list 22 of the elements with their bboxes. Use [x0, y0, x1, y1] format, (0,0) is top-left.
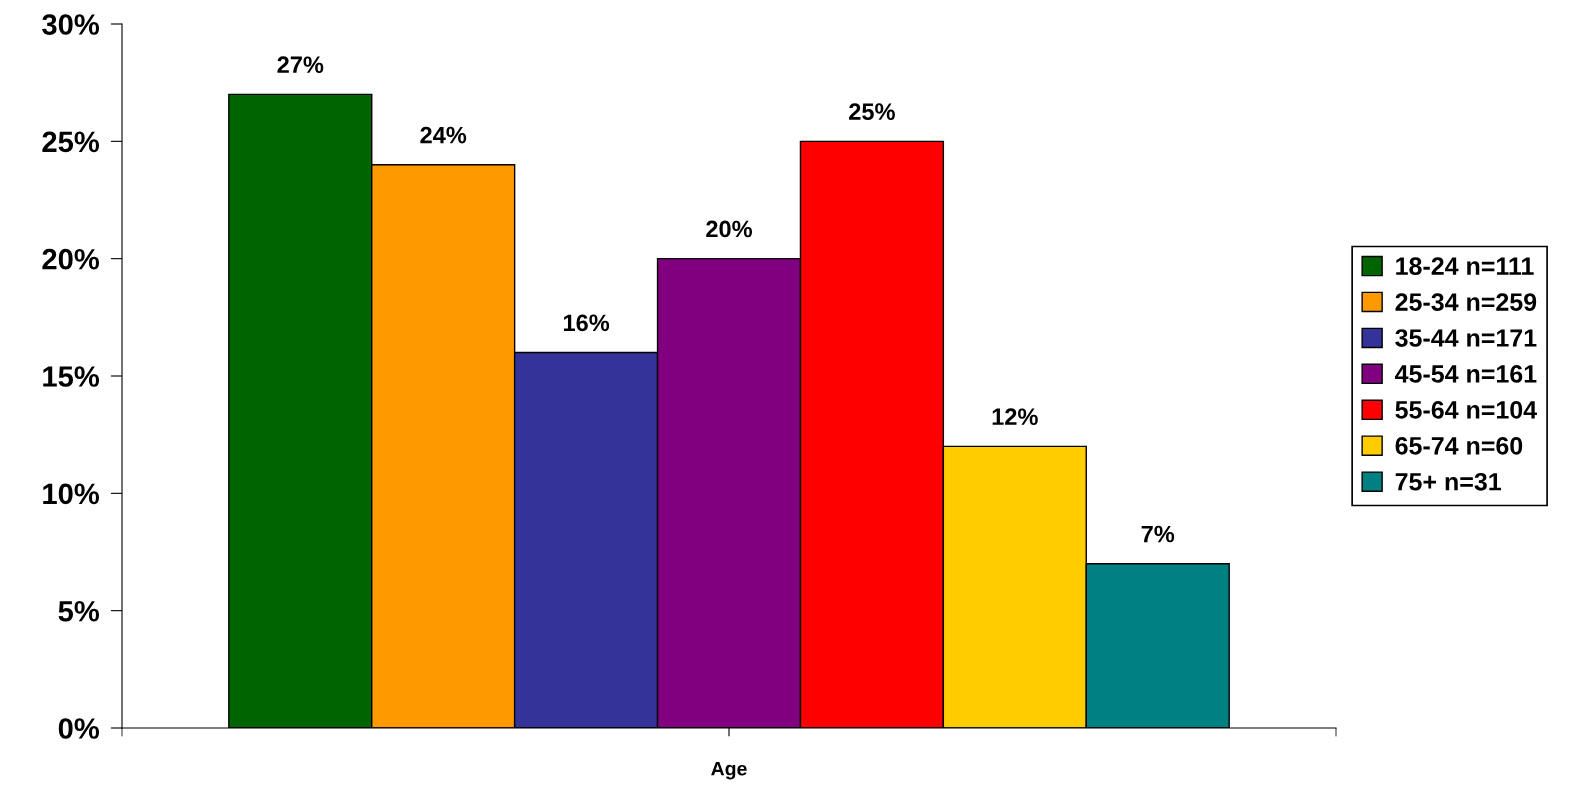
- y-tick-label: 30%: [42, 14, 100, 35]
- legend-label: 18-24 n=111: [1396, 257, 1534, 275]
- data-label: 27%: [277, 56, 324, 74]
- y-tick-label: 20%: [42, 248, 100, 270]
- y-tick-label: 10%: [43, 483, 100, 505]
- legend-label: 25-34 n=259: [1395, 293, 1537, 311]
- y-tick-label: 0%: [58, 718, 100, 739]
- legend-label: 45-54 n=161: [1395, 365, 1537, 383]
- data-label: 16%: [563, 314, 610, 332]
- data-label: 7%: [1141, 525, 1175, 543]
- y-tick-label: 15%: [43, 366, 100, 387]
- data-label: 20%: [706, 220, 753, 238]
- data-label: 25%: [849, 103, 895, 120]
- legend-label: 55-64 n=104: [1395, 401, 1537, 419]
- data-label: 24%: [420, 126, 467, 144]
- y-tick-label: 25%: [42, 131, 100, 153]
- legend-label: 35-44 n=171: [1395, 329, 1537, 347]
- y-tick-label: 5%: [58, 600, 100, 622]
- legend-label: 75+ n=31: [1395, 472, 1501, 491]
- legend-label: 65-74 n=60: [1395, 436, 1523, 455]
- data-label: 12%: [992, 408, 1038, 426]
- x-tick-label: Age: [711, 761, 747, 780]
